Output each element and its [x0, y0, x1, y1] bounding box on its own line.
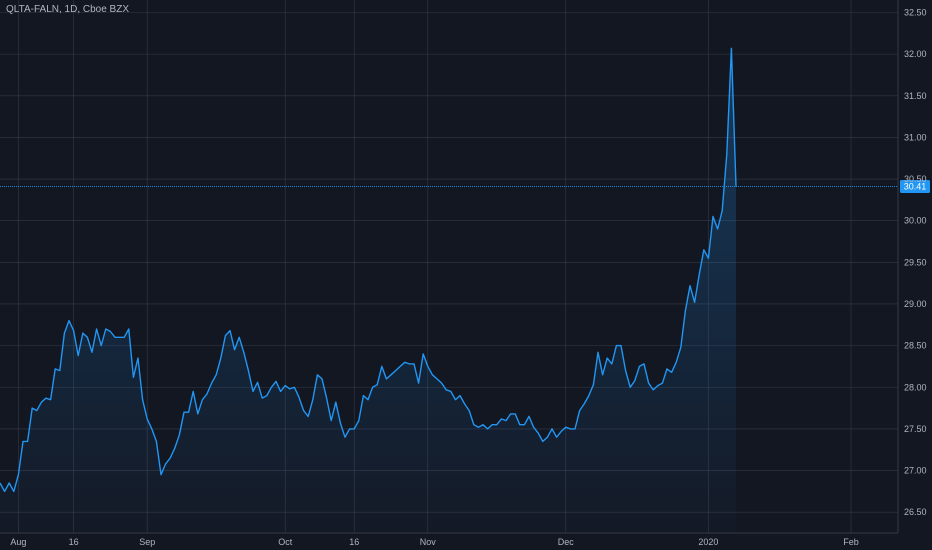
time-axis[interactable]: Aug16SepOct16NovDec2020FebMar17Apr16 — [0, 532, 932, 547]
y-tick-label: 28.00 — [904, 382, 927, 392]
y-tick-label: 28.50 — [904, 341, 927, 351]
last-price-line: 30.41 — [0, 180, 930, 194]
price-area-fill — [0, 48, 736, 534]
price-line-series — [0, 47, 737, 493]
x-tick-label: Nov — [420, 537, 437, 547]
y-tick-label: 30.50 — [904, 174, 927, 184]
x-tick-label: Oct — [278, 537, 293, 547]
x-tick-label: 16 — [69, 537, 79, 547]
grid-lines — [0, 0, 898, 533]
x-tick-label: Feb — [843, 537, 859, 547]
price-axis[interactable]: 26.50 27.00 27.50 28.00 28.50 29.00 29.50 30.00… — [897, 0, 927, 533]
symbol-title: QLTA-FALN, 1D, Cboe BZX — [6, 4, 130, 15]
y-tick-label: 30.00 — [904, 216, 927, 226]
y-tick-label: 31.00 — [904, 132, 927, 142]
y-tick-label: 32.00 — [904, 49, 927, 59]
x-tick-label: 16 — [349, 537, 359, 547]
x-tick-label: Sep — [139, 537, 155, 547]
x-tick-label: 2020 — [698, 537, 718, 547]
y-tick-label: 29.00 — [904, 299, 927, 309]
y-tick-label: 26.50 — [904, 507, 927, 517]
price-line — [0, 47, 737, 493]
price-area — [0, 48, 736, 534]
y-tick-label: 29.50 — [904, 257, 927, 267]
y-tick-label: 31.50 — [904, 91, 927, 101]
x-tick-label: Dec — [558, 537, 575, 547]
y-tick-label: 27.50 — [904, 424, 927, 434]
last-price-tag — [900, 180, 930, 194]
last-price-label: 30.41 — [904, 182, 927, 192]
y-tick-label: 32.50 — [904, 7, 927, 17]
x-tick-label: Aug — [10, 537, 26, 547]
y-tick-label: 27.00 — [904, 466, 927, 476]
